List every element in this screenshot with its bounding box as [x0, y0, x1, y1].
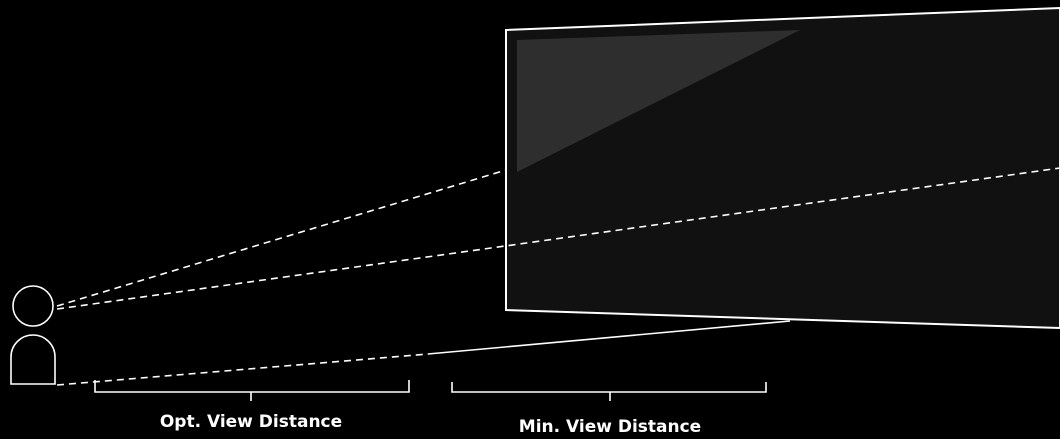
person-icon	[10, 285, 56, 385]
opt-view-distance-label: Opt. View Distance	[159, 412, 343, 432]
sight-line-top	[56, 169, 507, 307]
sight-lines	[56, 167, 1060, 386]
person-head	[12, 285, 54, 327]
tv-screen-icon	[505, 6, 1060, 330]
opt-distance-bracket	[94, 380, 410, 401]
sight-line-middle	[56, 167, 1060, 310]
sight-line-bottom-dashed	[56, 353, 429, 386]
person-body	[10, 334, 56, 385]
distance-brackets	[94, 380, 767, 401]
min-distance-bracket	[451, 382, 767, 401]
min-view-distance-label: Min. View Distance	[518, 417, 702, 437]
sight-line-bottom-solid	[427, 320, 791, 355]
tv-screen-glare	[517, 30, 800, 172]
